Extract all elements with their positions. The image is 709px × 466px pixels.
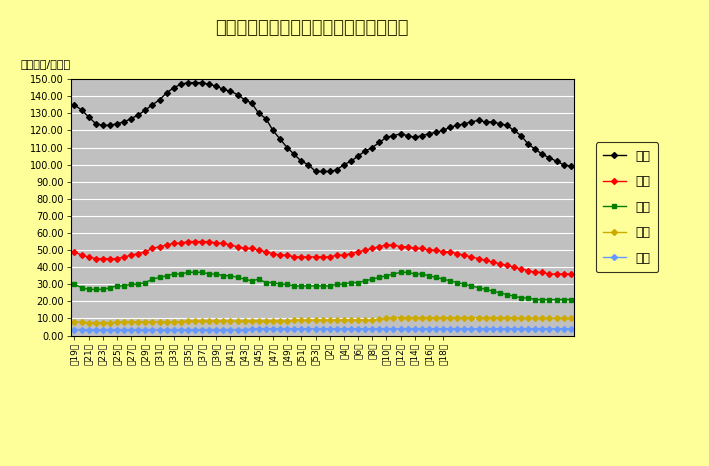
猪肉 <box>552 271 561 277</box>
猪肉 <box>141 249 150 254</box>
鸡蛋 <box>91 320 100 325</box>
仔猪 <box>70 102 79 108</box>
仔猪 <box>325 169 334 174</box>
鸡蛋 <box>148 319 157 325</box>
牛奶 <box>453 326 462 331</box>
猪肉 <box>84 254 93 260</box>
仔猪 <box>84 114 93 120</box>
牛奶 <box>375 326 384 331</box>
活猪 <box>141 280 150 285</box>
鸡蛋 <box>531 315 540 321</box>
活猪 <box>318 283 327 289</box>
猪肉 <box>375 244 384 249</box>
仔猪 <box>382 135 391 140</box>
活猪 <box>184 269 192 275</box>
仔猪 <box>566 164 575 169</box>
Line: 活猪: 活猪 <box>72 270 573 302</box>
活猪 <box>70 281 79 287</box>
鸡蛋 <box>70 319 79 325</box>
仔猪 <box>184 80 192 85</box>
猪肉 <box>184 239 192 244</box>
活猪 <box>531 297 540 302</box>
鸡蛋 <box>84 320 93 325</box>
活猪 <box>84 287 93 292</box>
猪肉 <box>70 249 79 254</box>
活猪 <box>566 297 575 302</box>
Line: 牛奶: 牛奶 <box>72 327 573 332</box>
鸡蛋 <box>566 315 575 321</box>
活猪 <box>375 274 384 280</box>
仔猪 <box>311 169 320 174</box>
猪肉 <box>566 271 575 277</box>
牛奶 <box>318 326 327 331</box>
牛奶 <box>212 327 220 332</box>
牛奶 <box>84 327 93 332</box>
牛奶 <box>566 326 575 331</box>
Line: 仔猪: 仔猪 <box>72 81 573 173</box>
仔猪 <box>141 107 150 113</box>
牛奶 <box>70 327 79 332</box>
仔猪 <box>552 158 561 164</box>
鸡蛋 <box>552 315 561 321</box>
牛奶 <box>545 326 554 331</box>
Legend: 仔猪, 猪肉, 活猪, 鸡蛋, 牛奶: 仔猪, 猪肉, 活猪, 鸡蛋, 牛奶 <box>596 143 658 272</box>
Text: 价格（元/公斤）: 价格（元/公斤） <box>21 59 71 69</box>
活猪 <box>524 295 532 301</box>
牛奶 <box>255 326 263 331</box>
鸡蛋 <box>318 317 327 323</box>
Text: 陕西省近一年主要畜产品价格周度走势图: 陕西省近一年主要畜产品价格周度走势图 <box>216 19 408 37</box>
Line: 猪肉: 猪肉 <box>72 240 573 276</box>
猪肉 <box>524 268 532 274</box>
活猪 <box>552 297 561 302</box>
Line: 鸡蛋: 鸡蛋 <box>72 315 573 325</box>
猪肉 <box>318 254 327 260</box>
鸡蛋 <box>389 315 398 321</box>
仔猪 <box>531 146 540 152</box>
猪肉 <box>545 271 554 277</box>
鸡蛋 <box>375 316 384 322</box>
